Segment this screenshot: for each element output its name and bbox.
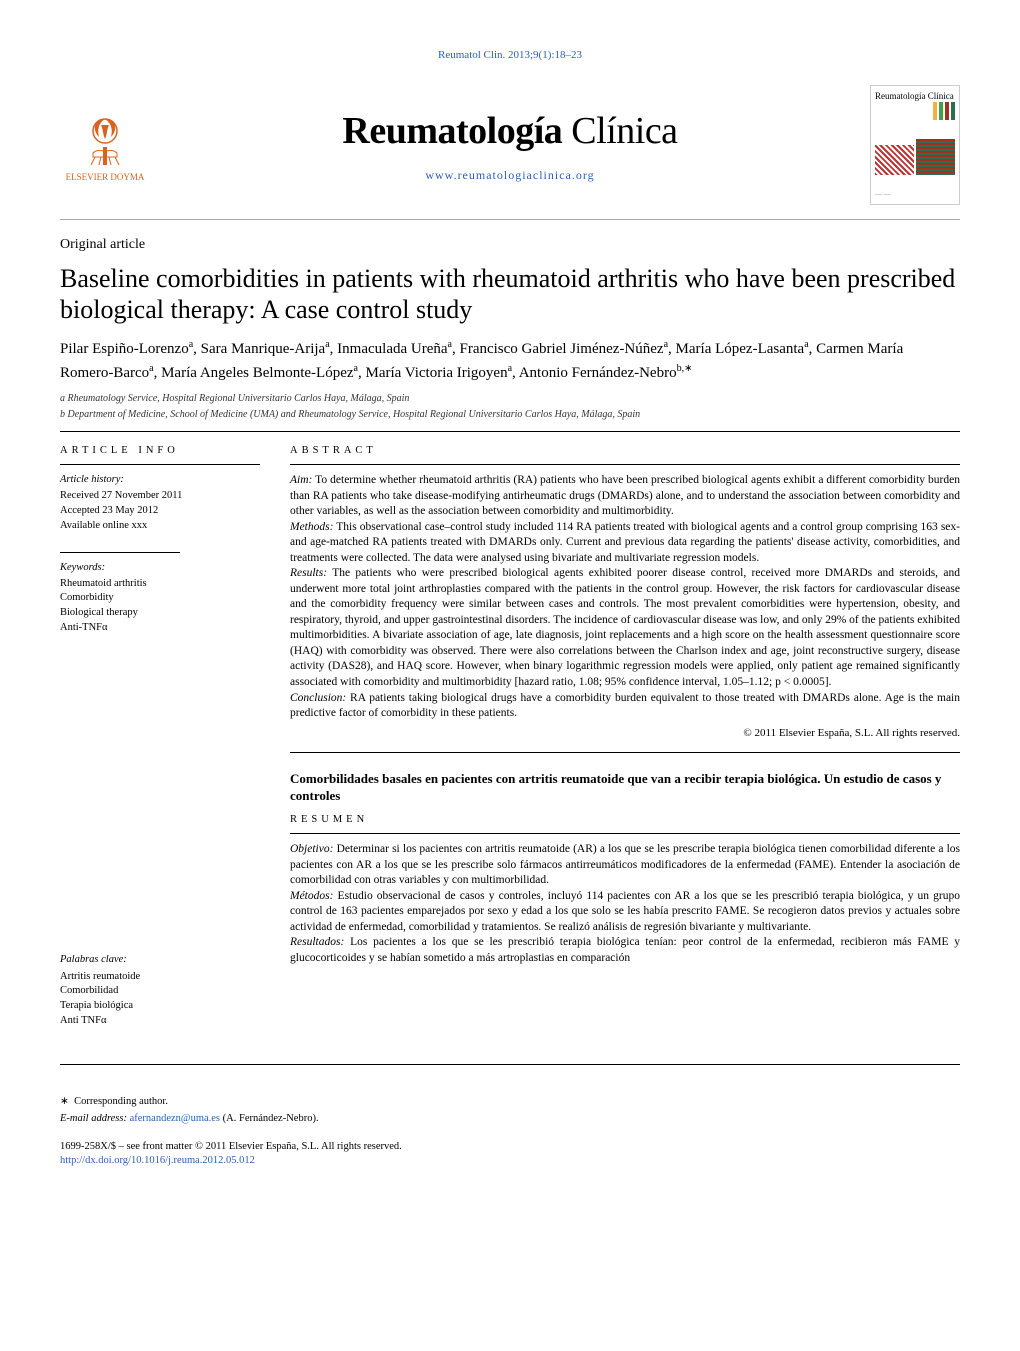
divider (290, 464, 960, 465)
citation-line: Reumatol Clin. 2013;9(1):18–23 (60, 48, 960, 63)
abstract-aim: To determine whether rheumatoid arthriti… (290, 474, 960, 517)
palabra-clave: Terapia biológica (60, 999, 260, 1014)
journal-cover-thumbnail: Reumatología Clínica — — (870, 85, 960, 205)
article-type: Original article (60, 236, 960, 255)
journal-title-block: Reumatología Clínica www.reumatologiacli… (150, 106, 870, 183)
corresponding-symbol: ∗ (60, 1096, 69, 1107)
affiliation: b Department of Medicine, School of Medi… (60, 408, 960, 422)
abstract-body: Aim: To determine whether rheumatoid art… (290, 473, 960, 721)
divider (60, 464, 260, 465)
divider (60, 1064, 960, 1065)
abstract-methods: This observational case–control study in… (290, 521, 960, 564)
elsevier-tree-icon (73, 107, 137, 171)
abstract-heading: abstract (290, 432, 960, 458)
palabras-label: Palabras clave: (60, 953, 260, 967)
resumen-resultados-label: Resultados: (290, 936, 344, 948)
publisher-name: ELSEVIER DOYMA (66, 171, 145, 183)
article-title: Baseline comorbidities in patients with … (60, 263, 960, 325)
keyword: Biological therapy (60, 606, 260, 621)
affiliation: a Rheumatology Service, Hospital Regiona… (60, 392, 960, 406)
keyword: Anti-TNFα (60, 621, 260, 636)
corresponding-author-text: Corresponding author. (74, 1096, 168, 1107)
abstract-results-label: Results: (290, 567, 327, 579)
footer: ∗ Corresponding author. E-mail address: … (60, 1095, 960, 1168)
history-label: Article history: (60, 473, 260, 487)
palabra-clave: Comorbilidad (60, 984, 260, 999)
cover-title: Reumatología Clínica (875, 90, 955, 102)
keywords-label: Keywords: (60, 561, 260, 575)
resumen-body: Objetivo: Determinar si los pacientes co… (290, 842, 960, 966)
resumen-metodos: Estudio observacional de casos y control… (290, 890, 960, 933)
resumen-objetivo-label: Objetivo: (290, 843, 333, 855)
copyright-line: © 2011 Elsevier España, S.L. All rights … (290, 726, 960, 741)
palabra-clave: Artritis reumatoide (60, 970, 260, 985)
email-label: E-mail address: (60, 1113, 130, 1124)
affiliations: a Rheumatology Service, Hospital Regiona… (60, 392, 960, 421)
journal-title-light: Clínica (562, 110, 677, 152)
abstract-column: abstract Aim: To determine whether rheum… (290, 432, 960, 1046)
cover-footer: — — (875, 190, 955, 199)
abstract-conclusion-label: Conclusion: (290, 692, 346, 704)
divider (290, 752, 960, 753)
history-item: Accepted 23 May 2012 (60, 504, 260, 519)
article-info-heading: article info (60, 432, 260, 458)
resumen-heading: resumen (290, 813, 960, 827)
citation-link[interactable]: Reumatol Clin. 2013;9(1):18–23 (438, 49, 582, 61)
abstract-methods-label: Methods: (290, 521, 333, 533)
article-info-column: article info Article history: Received 2… (60, 432, 260, 1046)
palabra-clave: Anti TNFα (60, 1014, 260, 1029)
divider (60, 552, 180, 553)
resumen-metodos-label: Métodos: (290, 890, 333, 902)
resumen-objetivo: Determinar si los pacientes con artritis… (290, 843, 960, 886)
email-tail: (A. Fernández-Nebro). (220, 1113, 319, 1124)
journal-title: Reumatología Clínica (170, 106, 850, 157)
history-item: Received 27 November 2011 (60, 489, 260, 504)
doi-link[interactable]: http://dx.doi.org/10.1016/j.reuma.2012.0… (60, 1155, 255, 1166)
front-matter-line: 1699-258X/$ – see front matter © 2011 El… (60, 1140, 960, 1154)
keyword: Rheumatoid arthritis (60, 577, 260, 592)
journal-title-bold: Reumatología (342, 110, 562, 152)
publisher-logo: ELSEVIER DOYMA (60, 107, 150, 183)
keyword: Comorbidity (60, 591, 260, 606)
masthead: ELSEVIER DOYMA Reumatología Clínica www.… (60, 85, 960, 220)
spanish-title: Comorbilidades basales en pacientes con … (290, 771, 960, 805)
journal-url-link[interactable]: www.reumatologiaclinica.org (425, 168, 594, 182)
cover-bars (875, 102, 955, 120)
authors: Pilar Espiño-Lorenzoa, Sara Manrique-Ari… (60, 337, 960, 384)
divider (290, 833, 960, 834)
abstract-aim-label: Aim: (290, 474, 312, 486)
abstract-results: The patients who were prescribed biologi… (290, 567, 960, 688)
history-item: Available online xxx (60, 519, 260, 534)
resumen-resultados: Los pacientes a los que se les prescribi… (290, 936, 960, 964)
corresponding-email-link[interactable]: afernandezn@uma.es (130, 1113, 220, 1124)
abstract-conclusion: RA patients taking biological drugs have… (290, 692, 960, 720)
